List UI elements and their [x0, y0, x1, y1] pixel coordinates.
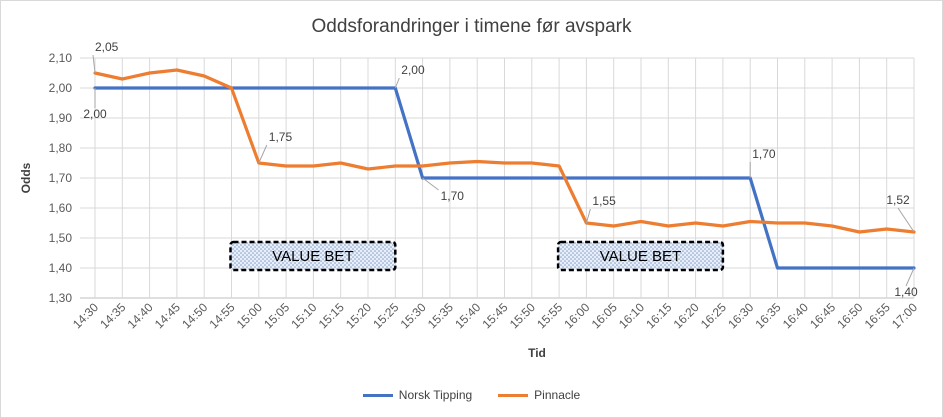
- data-label: 1,70: [441, 189, 465, 203]
- chart-title: Oddsforandringer i timene før avspark: [311, 16, 632, 37]
- x-tick-label: 15:15: [316, 300, 347, 331]
- data-label-leader: [258, 144, 268, 164]
- value-bet-label: VALUE BET: [600, 248, 681, 265]
- x-tick-label: 16:15: [643, 300, 674, 331]
- data-label: 2,00: [401, 63, 425, 77]
- y-tick-label: 1,70: [49, 171, 73, 185]
- value-bet-box: [556, 240, 725, 272]
- data-label: 1,70: [752, 147, 776, 161]
- data-label-leader: [92, 54, 96, 74]
- x-tick-label: 14:30: [70, 300, 101, 331]
- x-tick-label: 15:00: [234, 300, 265, 331]
- x-tick-label: 16:55: [862, 300, 893, 331]
- value-bet-box: [229, 240, 397, 272]
- x-tick-label: 14:55: [206, 300, 237, 331]
- x-tick-label: 16:45: [807, 300, 838, 331]
- legend-label-norsk-tipping: Norsk Tipping: [398, 388, 473, 402]
- legend-label-pinnacle: Pinnacle: [534, 388, 581, 402]
- x-tick-label: 16:05: [589, 300, 620, 331]
- x-tick-label: 15:50: [507, 300, 538, 331]
- y-axis-title: Odds: [19, 162, 33, 193]
- data-label: 1,52: [886, 193, 910, 207]
- data-label: 1,55: [592, 194, 616, 208]
- legend-swatch-norsk-tipping: [362, 393, 393, 397]
- series-line-pinnacle: [93, 68, 916, 234]
- x-tick-label: 15:55: [534, 300, 565, 331]
- x-tick-label: 15:20: [343, 300, 374, 331]
- x-tick-label: 15:40: [452, 300, 483, 331]
- value-bet-label: VALUE BET: [272, 248, 353, 265]
- y-tick-label: 1,40: [49, 261, 73, 275]
- y-tick-label: 1,60: [49, 201, 73, 215]
- x-axis-title: Tid: [528, 346, 546, 360]
- x-tick-label: 17:00: [889, 300, 920, 331]
- x-tick-label: 15:10: [288, 300, 319, 331]
- data-label: 2,00: [83, 107, 107, 121]
- x-tick-label: 15:30: [398, 300, 429, 331]
- data-label-leader: [905, 267, 915, 287]
- x-tick-label: 15:25: [370, 300, 401, 331]
- legend-item-norsk-tipping: Norsk Tipping: [362, 388, 473, 402]
- y-tick-label: 2,00: [49, 81, 73, 95]
- data-label-leader: [394, 77, 400, 89]
- x-tick-label: 16:20: [671, 300, 702, 331]
- y-tick-label: 1,30: [49, 291, 73, 305]
- chart-legend: Norsk Tipping Pinnacle: [0, 388, 943, 402]
- data-label-leader: [422, 177, 439, 191]
- x-tick-label: 16:50: [834, 300, 865, 331]
- x-tick-label: 16:35: [752, 300, 783, 331]
- x-tick-label: 14:50: [179, 300, 210, 331]
- x-tick-label: 15:35: [425, 300, 456, 331]
- x-tick-label: 15:05: [261, 300, 292, 331]
- x-tick-label: 16:10: [616, 300, 647, 331]
- legend-item-pinnacle: Pinnacle: [498, 388, 580, 402]
- x-tick-label: 16:25: [698, 300, 729, 331]
- y-tick-label: 1,50: [49, 231, 73, 245]
- x-tick-label: 14:40: [125, 300, 156, 331]
- x-tick-label: 16:40: [780, 300, 811, 331]
- y-tick-label: 1,90: [49, 111, 73, 125]
- data-label: 1,75: [269, 130, 293, 144]
- x-tick-label: 14:35: [97, 300, 128, 331]
- x-tick-label: 15:45: [479, 300, 510, 331]
- data-label: 2,05: [95, 40, 119, 54]
- data-label: 1,40: [894, 285, 918, 299]
- y-tick-label: 2,10: [49, 51, 73, 65]
- x-tick-label: 16:30: [725, 300, 756, 331]
- legend-swatch-pinnacle: [498, 393, 529, 397]
- x-tick-label: 14:45: [152, 300, 183, 331]
- x-tick-label: 16:00: [561, 300, 592, 331]
- data-label-leader: [897, 207, 915, 233]
- data-label-leader: [585, 208, 591, 224]
- y-tick-label: 1,80: [49, 141, 73, 155]
